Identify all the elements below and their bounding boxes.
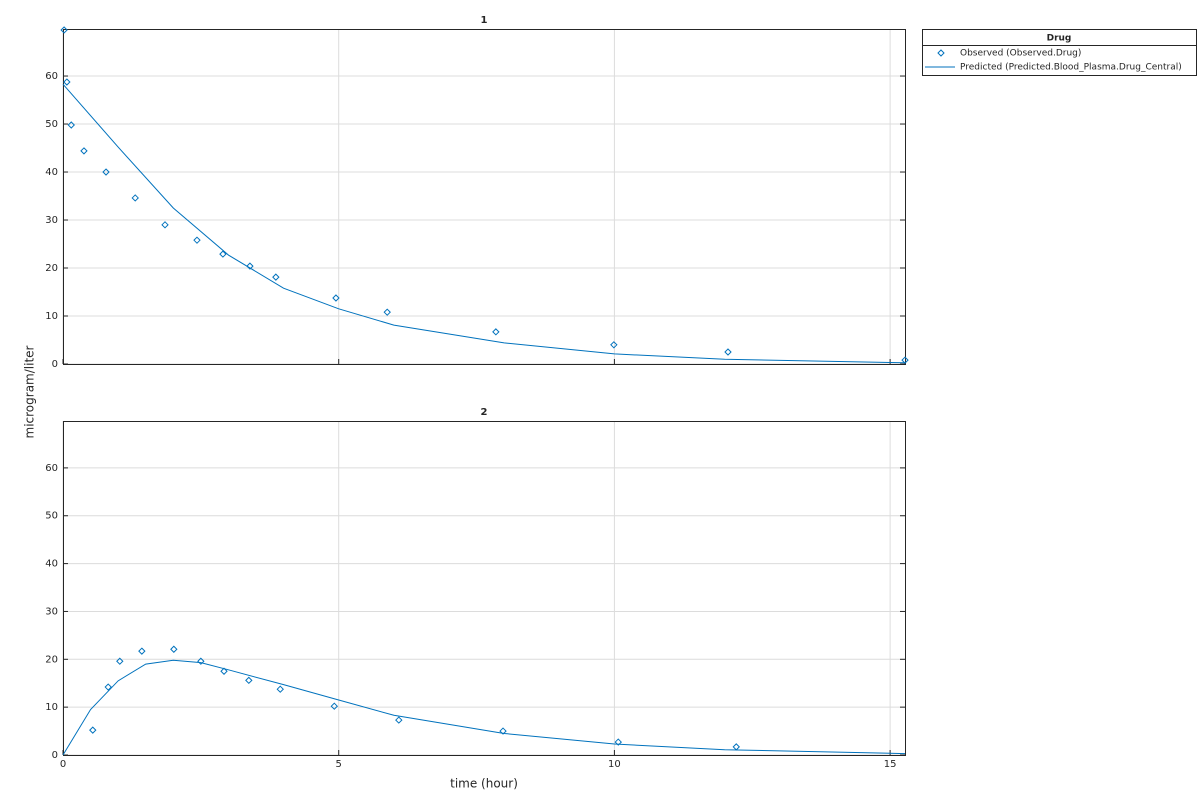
observed-marker (138, 647, 146, 655)
legend-label: Observed (Observed.Drug) (960, 49, 1081, 59)
observed-marker (60, 26, 68, 34)
legend-marker (937, 49, 945, 57)
observed-marker (724, 348, 732, 356)
observed-marker (246, 262, 254, 270)
plot-frame (63, 421, 906, 756)
observed-marker (161, 221, 169, 229)
observed-marker (610, 341, 618, 349)
y-tick-label: 10 (45, 311, 58, 322)
x-tick-label: 0 (60, 759, 66, 770)
legend-box (922, 29, 1197, 76)
predicted-line (62, 83, 906, 364)
y-tick-label: 0 (52, 359, 58, 370)
observed-marker (245, 676, 253, 685)
observed-marker (193, 236, 201, 244)
observed-marker (131, 194, 139, 202)
predicted-line (62, 659, 906, 756)
x-tick-label: 10 (608, 759, 621, 770)
y-tick-label: 60 (45, 71, 58, 82)
legend-title: Drug (1047, 34, 1072, 44)
y-axis-label: microgram/liter (23, 345, 37, 438)
y-tick-label: 60 (45, 463, 58, 474)
observed-marker (63, 78, 71, 86)
observed-marker (104, 683, 112, 691)
y-tick-label: 10 (45, 702, 58, 713)
y-tick-label: 40 (45, 167, 58, 178)
observed-marker (499, 727, 507, 735)
plot-frame (63, 29, 906, 365)
y-tick-label: 50 (45, 511, 58, 522)
observed-marker (67, 121, 75, 129)
y-tick-label: 30 (45, 215, 58, 226)
y-tick-label: 50 (45, 119, 58, 130)
observed-marker (89, 726, 97, 734)
observed-marker (332, 294, 340, 302)
y-tick-label: 20 (45, 654, 58, 665)
x-tick-label: 5 (336, 759, 342, 770)
x-tick-label: 15 (884, 759, 897, 770)
x-axis-label: time (hour) (450, 777, 518, 791)
observed-marker (170, 645, 178, 653)
observed-marker (219, 250, 227, 258)
observed-marker (614, 738, 622, 746)
legend-label: Predicted (Predicted.Blood_Plasma.Drug_C… (960, 63, 1182, 73)
observed-marker (102, 168, 110, 176)
y-tick-label: 40 (45, 559, 58, 570)
observed-marker (197, 657, 205, 665)
observed-marker (395, 716, 403, 724)
panel-title: 1 (481, 15, 488, 26)
y-tick-label: 20 (45, 263, 58, 274)
y-tick-label: 30 (45, 606, 58, 617)
observed-marker (272, 273, 280, 281)
y-tick-label: 0 (52, 750, 58, 761)
panel-title: 2 (481, 407, 488, 418)
observed-marker (116, 657, 124, 665)
observed-marker (276, 685, 284, 693)
legend: Drug Observed (Observed.Drug) Predicted (… (922, 29, 1197, 76)
observed-marker (330, 702, 339, 710)
observed-marker (492, 328, 500, 336)
observed-marker (80, 147, 88, 155)
observed-marker (383, 308, 391, 316)
observed-marker (901, 356, 909, 364)
observed-marker (220, 667, 228, 675)
